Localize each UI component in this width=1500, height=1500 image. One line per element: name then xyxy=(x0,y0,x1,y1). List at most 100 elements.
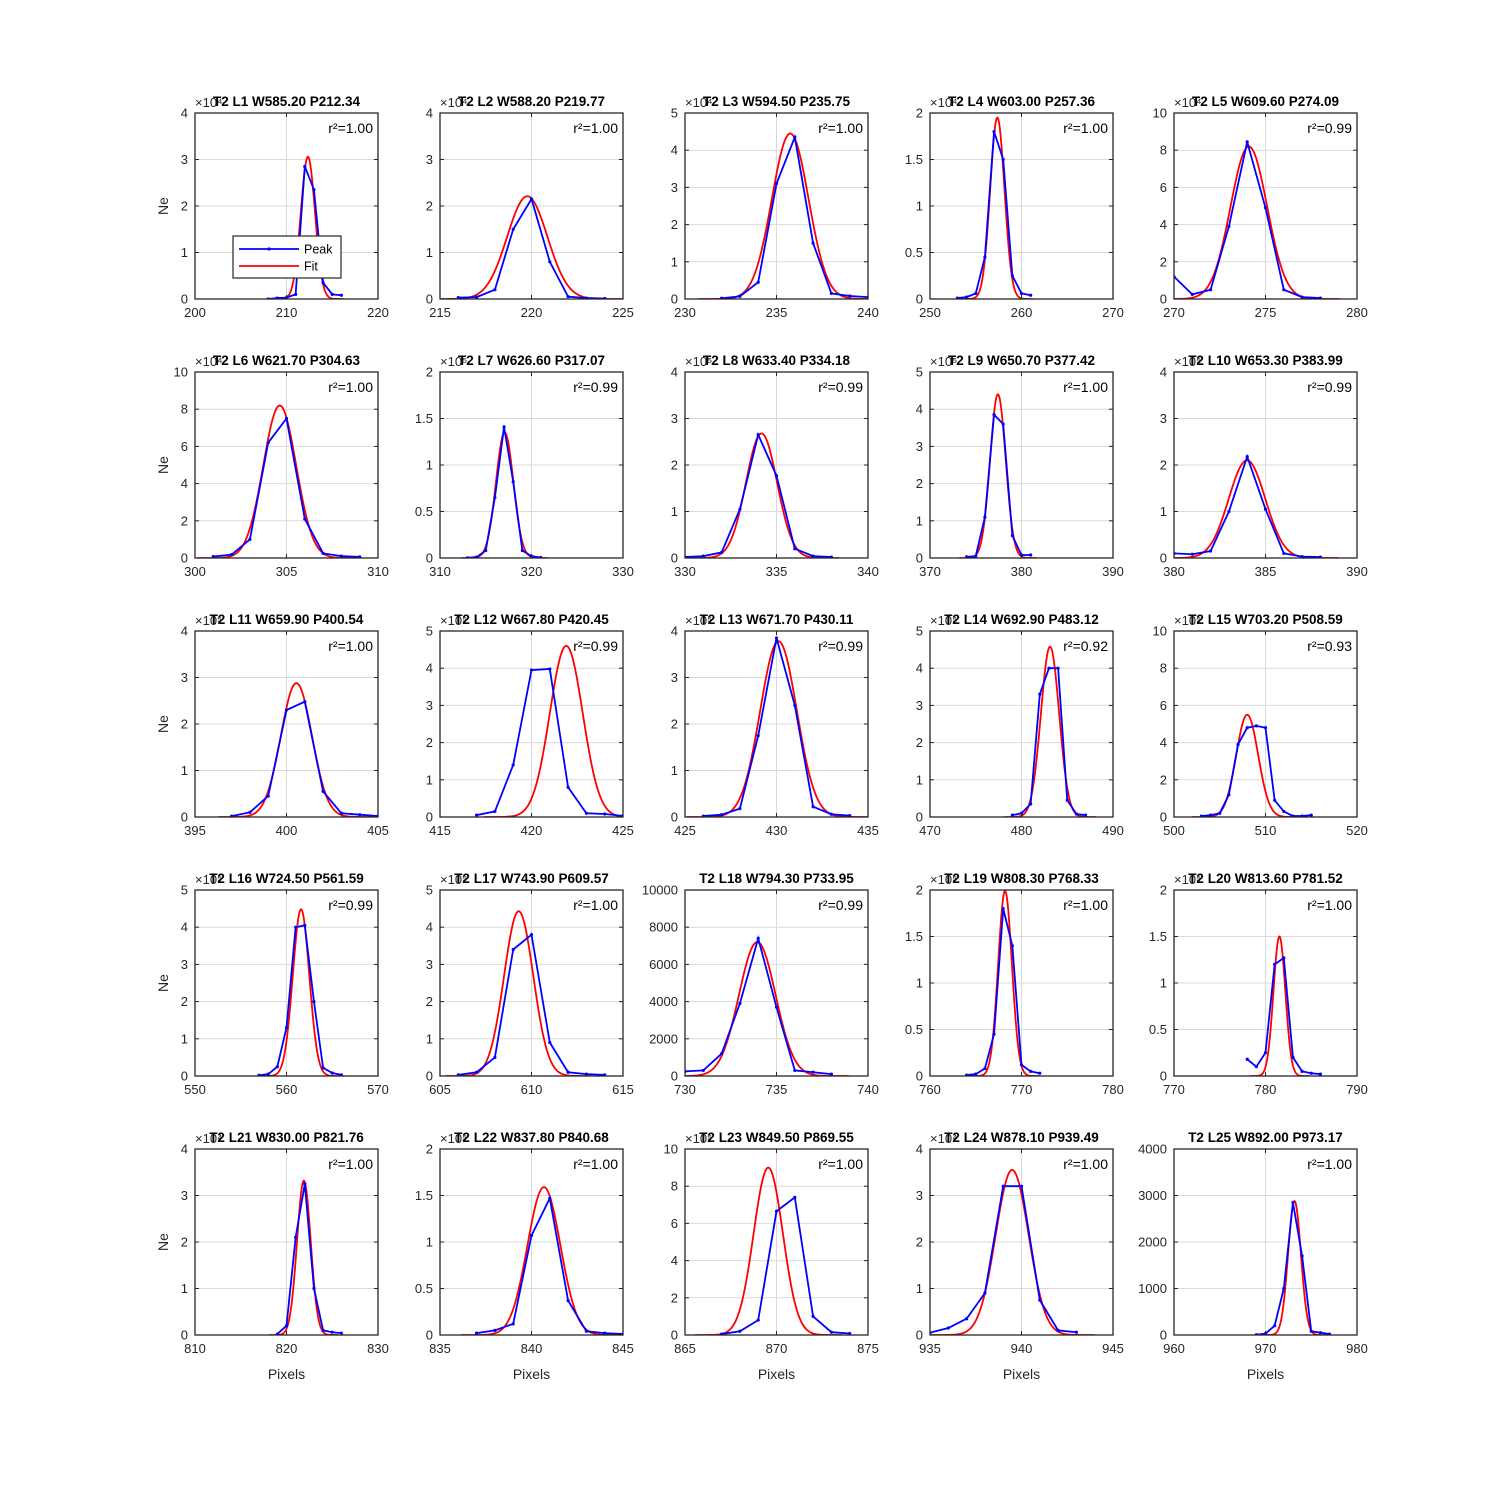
peak-point xyxy=(1029,553,1033,557)
y-exponent-label: ×10⁵ xyxy=(1174,872,1201,887)
peak-point xyxy=(511,1322,515,1326)
peak-point xyxy=(720,550,724,555)
peak-point xyxy=(1263,726,1268,730)
x-tick-label: 340 xyxy=(857,564,879,579)
x-tick-label: 730 xyxy=(674,1082,696,1097)
peak-point xyxy=(1019,291,1024,296)
subplot-title: T2 L21 W830.00 P821.76 xyxy=(209,1130,364,1145)
x-axis-label: Pixels xyxy=(513,1366,550,1382)
legend-entry-peak: Peak xyxy=(304,243,333,257)
peak-point xyxy=(511,227,515,231)
peak-point xyxy=(1300,1069,1304,1073)
x-tick-label: 810 xyxy=(184,1341,206,1356)
peak-point xyxy=(974,291,978,296)
peak-point xyxy=(974,554,978,558)
y-tick-label: 3 xyxy=(426,957,433,972)
peak-point xyxy=(1282,551,1286,555)
y-exponent-label: ×10⁴ xyxy=(195,1131,223,1146)
y-axis-label: Ne xyxy=(155,715,171,733)
y-tick-label: 1 xyxy=(426,245,433,260)
y-tick-label: 4 xyxy=(671,143,678,158)
x-tick-label: 865 xyxy=(674,1341,696,1356)
y-tick-label: 4 xyxy=(426,661,433,676)
fit-line xyxy=(1262,1200,1327,1335)
y-tick-label: 2 xyxy=(181,717,188,732)
y-tick-label: 1 xyxy=(181,1281,188,1296)
r2-label: r²=1.00 xyxy=(1063,897,1108,913)
y-exponent-label: ×10⁴ xyxy=(1174,95,1202,110)
peak-point xyxy=(1282,1286,1286,1291)
r2-label: r²=1.00 xyxy=(1307,1156,1352,1172)
y-tick-label: 1 xyxy=(426,1031,433,1046)
peak-point xyxy=(1038,1298,1042,1302)
peak-point xyxy=(829,291,834,296)
x-tick-label: 380 xyxy=(1163,564,1185,579)
peak-point xyxy=(983,1291,987,1295)
peak-point xyxy=(983,255,987,259)
peak-point xyxy=(1001,157,1005,162)
peak-point xyxy=(983,1066,987,1071)
peak-point xyxy=(992,130,996,134)
peak-point xyxy=(738,1001,742,1006)
peak-point xyxy=(529,668,534,672)
y-tick-label: 5 xyxy=(181,883,188,898)
y-tick-label: 2 xyxy=(916,106,923,121)
x-tick-label: 395 xyxy=(184,823,206,838)
y-tick-label: 2 xyxy=(1160,883,1167,898)
x-tick-label: 250 xyxy=(919,305,941,320)
y-tick-label: 5 xyxy=(426,624,433,639)
peak-point xyxy=(493,809,497,814)
y-tick-label: 1 xyxy=(1160,976,1167,991)
y-tick-label: 3 xyxy=(426,152,433,167)
y-tick-label: 1 xyxy=(181,1031,188,1046)
x-tick-label: 310 xyxy=(429,564,451,579)
r2-label: r²=1.00 xyxy=(1063,1156,1108,1172)
peak-line xyxy=(1256,1202,1330,1335)
peak-point xyxy=(284,1026,289,1030)
y-axis-label: Ne xyxy=(155,197,171,215)
peak-point xyxy=(548,667,552,671)
y-tick-label: 3 xyxy=(916,1188,923,1203)
legend: Peak Fit xyxy=(232,235,342,279)
y-tick-label: 2 xyxy=(916,735,923,750)
y-tick-label: 1 xyxy=(426,458,433,473)
peak-point xyxy=(339,293,343,297)
peak-point xyxy=(1056,666,1060,670)
peak-point xyxy=(475,813,479,817)
y-tick-label: 5 xyxy=(671,106,678,121)
peak-point xyxy=(848,294,852,298)
y-tick-label: 4 xyxy=(426,106,433,121)
y-tick-label: 2 xyxy=(426,199,433,214)
x-tick-label: 430 xyxy=(766,823,788,838)
peak-point xyxy=(811,805,815,809)
r2-label: r²=1.00 xyxy=(1307,897,1352,913)
peak-line xyxy=(966,908,1040,1076)
x-tick-label: 275 xyxy=(1255,305,1277,320)
y-tick-label: 0 xyxy=(1160,292,1167,307)
x-tick-label: 875 xyxy=(857,1341,879,1356)
peak-point xyxy=(339,811,343,815)
peak-point xyxy=(701,1068,705,1073)
x-tick-label: 260 xyxy=(1011,305,1033,320)
y-tick-label: 0 xyxy=(1160,551,1167,566)
subplot-title: T2 L11 W659.90 P400.54 xyxy=(210,612,364,627)
r2-label: r²=0.99 xyxy=(818,379,863,395)
peak-point xyxy=(811,1070,815,1074)
fit-line xyxy=(461,431,549,558)
y-tick-label: 0 xyxy=(916,1328,923,1343)
y-tick-label: 6 xyxy=(1160,180,1167,195)
peak-point xyxy=(1300,555,1304,558)
peak-point xyxy=(992,413,996,417)
fit-line xyxy=(695,1166,842,1335)
y-tick-label: 4 xyxy=(916,661,923,676)
peak-point xyxy=(1273,1324,1277,1328)
y-tick-label: 6 xyxy=(671,1216,678,1231)
peak-point xyxy=(1001,422,1005,426)
y-tick-label: 0 xyxy=(1160,1069,1167,1084)
